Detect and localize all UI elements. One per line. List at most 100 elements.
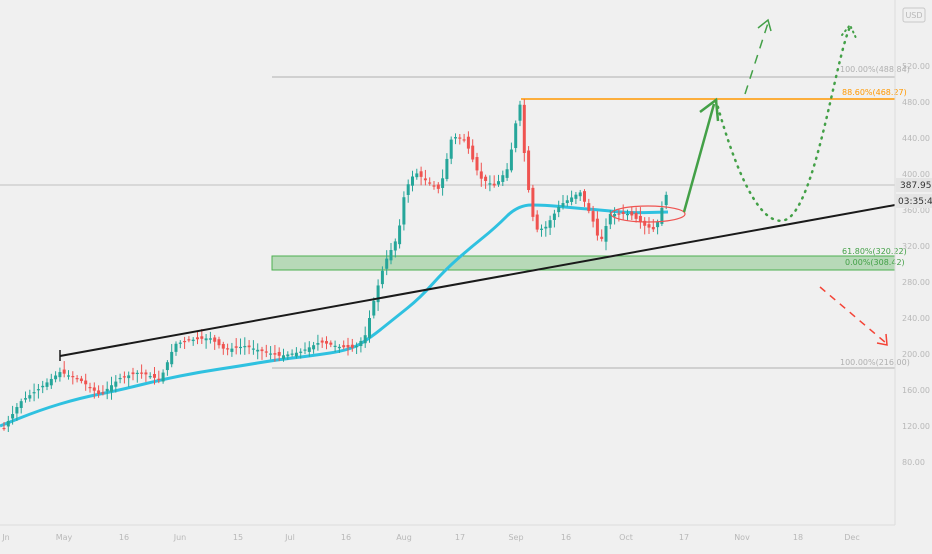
price-axis[interactable]: 520.00 480.00 440.00 400.00 360.00 320.00 280.… — [902, 62, 930, 467]
candle-body — [595, 218, 599, 236]
candle-body — [570, 197, 574, 202]
candle-body — [333, 345, 337, 347]
candle-body — [540, 228, 543, 230]
countdown-tag — [896, 194, 932, 208]
candle-body — [428, 182, 432, 184]
candle-body — [638, 215, 642, 223]
candle-body — [557, 206, 561, 213]
candle-body — [71, 376, 75, 378]
candle-body — [161, 372, 165, 382]
candle-body — [565, 200, 569, 204]
projection-up-arrow — [682, 103, 716, 213]
candle-body — [277, 351, 281, 356]
candle-body — [256, 349, 260, 352]
candle-body — [475, 157, 479, 171]
time-tick-label: Oct — [619, 533, 633, 542]
candle-body — [578, 192, 582, 197]
ascending-trendline[interactable] — [59, 204, 896, 357]
time-tick-label: Jun — [173, 533, 187, 542]
candle-body — [282, 355, 285, 359]
candle-body — [187, 339, 191, 341]
candles-layer — [2, 99, 668, 433]
candle-body — [535, 214, 539, 230]
time-tick-label: 16 — [341, 533, 351, 542]
time-axis[interactable]: Jn May 16 Jun 15 Jul 16 Aug 17 Sep 16 Oct 17 Nov 18 Dec — [1, 533, 859, 542]
price-tick-label: 120.00 — [902, 422, 930, 431]
candle-body — [359, 340, 363, 347]
candle-body — [148, 376, 152, 378]
candle-body — [105, 388, 109, 392]
candle-body — [49, 378, 53, 386]
time-tick-label: Dec — [844, 533, 859, 542]
candle-body — [518, 104, 522, 121]
candle-body — [183, 340, 187, 343]
candle-body — [501, 175, 505, 182]
candle-body — [484, 176, 488, 181]
candle-body — [372, 300, 376, 316]
candle-body — [411, 176, 414, 186]
candle-body — [247, 345, 251, 348]
candle-body — [191, 339, 195, 342]
time-tick-label: Nov — [734, 533, 750, 542]
candle-body — [346, 345, 350, 348]
candle-body — [36, 389, 40, 391]
candle-body — [144, 372, 148, 375]
candle-body — [643, 220, 647, 226]
candle-body — [127, 375, 131, 379]
candle-body — [505, 169, 509, 178]
candle-body — [251, 348, 255, 350]
candle-body — [32, 392, 36, 394]
candle-body — [561, 203, 565, 207]
candle-body — [350, 344, 354, 348]
candle-body — [436, 184, 440, 189]
candle-body — [213, 337, 217, 342]
time-tick-label: 15 — [233, 533, 243, 542]
candle-body — [626, 214, 629, 216]
candle-body — [630, 211, 634, 216]
candle-body — [509, 149, 513, 171]
candle-body — [544, 226, 548, 229]
projection-dashed-arrowhead — [757, 18, 772, 32]
candle-body — [45, 382, 49, 387]
time-tick-label: 18 — [793, 533, 803, 542]
candle-body — [466, 136, 470, 149]
candle-body — [88, 387, 92, 389]
candle-body — [110, 385, 113, 392]
candle-body — [2, 427, 6, 430]
candle-body — [178, 342, 182, 344]
candle-body — [114, 381, 118, 387]
time-tick-label: 16 — [119, 533, 129, 542]
candle-body — [389, 250, 393, 261]
price-tick-label: 200.00 — [902, 350, 930, 359]
projection-down-arrowhead — [876, 333, 888, 346]
candle-body — [174, 343, 178, 352]
candle-body — [62, 369, 66, 374]
fib-label-100-high: 100.00%(488.84) — [840, 65, 910, 74]
price-tick-label: 360.00 — [902, 206, 930, 215]
candle-body — [200, 336, 204, 339]
candle-body — [617, 213, 621, 215]
fib-label-618: 61.80%(320.22) — [842, 247, 907, 256]
candle-body — [368, 318, 371, 338]
candle-body — [165, 362, 169, 371]
candle-body — [135, 372, 139, 375]
candle-body — [527, 150, 531, 190]
price-tick-label: 440.00 — [902, 134, 930, 143]
candle-body — [329, 342, 333, 345]
support-zone — [271, 255, 896, 271]
candle-body — [269, 353, 273, 355]
price-tick-label: 160.00 — [902, 386, 930, 395]
candle-body — [587, 203, 591, 212]
candle-body — [664, 194, 668, 206]
candle-body — [307, 347, 311, 352]
time-tick-label: Jn — [1, 533, 9, 542]
candle-body — [140, 372, 144, 374]
candle-body — [122, 376, 126, 378]
candle-body — [462, 139, 466, 141]
currency-badge[interactable] — [902, 7, 926, 23]
time-tick-label: Jul — [284, 533, 295, 542]
countdown-label: 03:35:47 — [898, 197, 932, 207]
price-tick-label: 320.00 — [902, 242, 930, 251]
